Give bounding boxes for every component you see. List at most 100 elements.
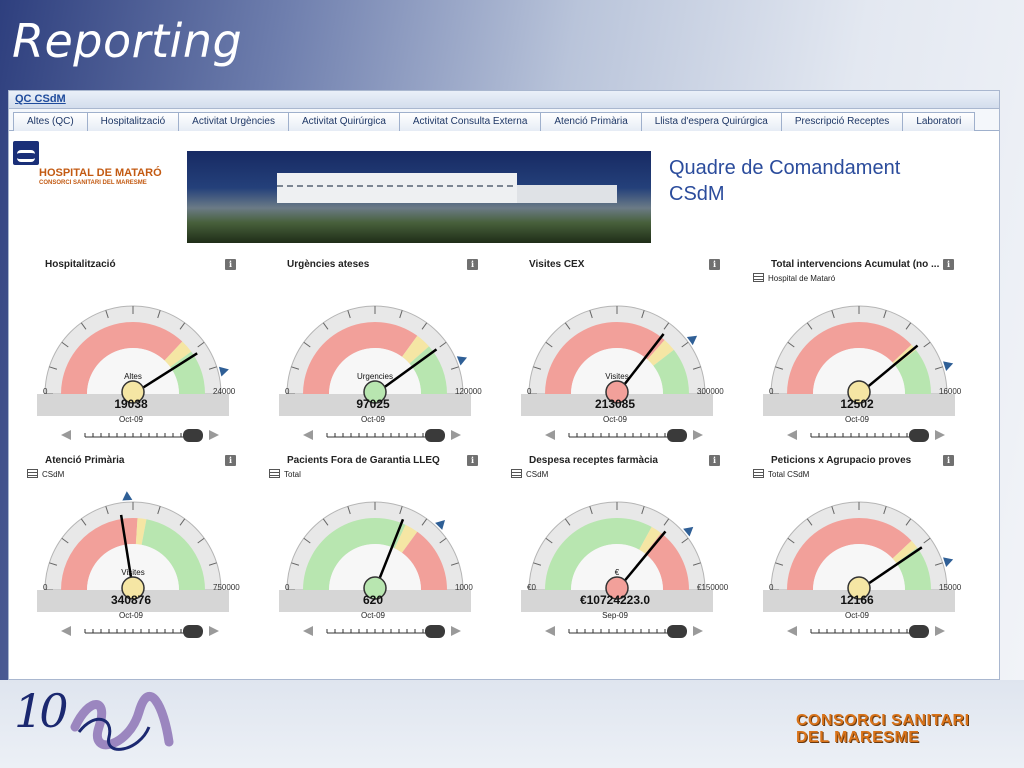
gauge-tick (105, 310, 109, 319)
period-slider[interactable] (301, 427, 471, 443)
info-icon[interactable]: i (943, 259, 954, 270)
gauge-hub (363, 576, 387, 600)
gauge-tick (49, 366, 58, 370)
info-icon[interactable]: i (943, 455, 954, 466)
info-icon[interactable]: i (467, 259, 478, 270)
gauge-filter[interactable]: Total (269, 469, 301, 479)
slider-thumb (909, 625, 929, 638)
info-icon[interactable]: i (225, 455, 236, 466)
list-icon[interactable] (511, 469, 522, 478)
gauge-tick (291, 562, 300, 566)
gauge-title: Total intervencions Acumulat (no ... (771, 259, 940, 270)
gauge-min: 0 (43, 583, 48, 592)
tab-activitat-quirurgica[interactable]: Activitat Quirúrgica (287, 112, 400, 131)
info-icon[interactable]: i (467, 455, 478, 466)
list-icon[interactable] (27, 469, 38, 478)
hospital-building-image (277, 173, 617, 203)
gauge-center (329, 348, 421, 394)
gauge-tick (545, 537, 553, 544)
info-icon[interactable]: i (709, 455, 720, 466)
anniversary-logo-number: 10 (14, 684, 69, 738)
gauge-base (763, 590, 955, 612)
gauge-tick (564, 322, 571, 330)
gauge-title: Urgències ateses (287, 259, 370, 270)
slider-thumb (425, 625, 445, 638)
gauge-filter[interactable]: CSdM (27, 469, 64, 479)
gauge-base (37, 394, 229, 416)
gauge-hub (121, 380, 145, 404)
gauge-panel: Peticions x Agrupacio proves i Total CSdM 0… (735, 455, 975, 645)
gauge-value: 12502 (840, 397, 874, 411)
info-icon[interactable]: i (709, 259, 720, 270)
gauge-zone-green (141, 519, 205, 590)
gauge-tick (105, 506, 109, 515)
gauge-tick (883, 310, 887, 319)
period-slider[interactable] (59, 427, 229, 443)
gauge-tick (589, 310, 593, 319)
gauge-hub (363, 380, 387, 404)
tab-activitat-urgencies[interactable]: Activitat Urgències (178, 112, 289, 131)
tab-atencio-primaria[interactable]: Atenció Primària (540, 112, 642, 131)
gauge-zone-green (895, 349, 931, 394)
gauge-value: 620 (362, 593, 384, 607)
gauge-panel: Despesa receptes farmàcia i CSdM € €0 €150000… (493, 455, 733, 645)
gauge-max: 15000 (939, 583, 962, 592)
tab-laboratori[interactable]: Laboratori (902, 112, 976, 131)
gauge-filter[interactable]: Hospital de Mataró (753, 273, 835, 283)
gauge-base (763, 394, 955, 416)
gauge-filter[interactable]: Total CSdM (753, 469, 809, 479)
tab-hospitalitzacio[interactable]: Hospitalització (86, 112, 180, 131)
gauge-zone-green (303, 518, 406, 590)
gauge-tick (347, 310, 351, 319)
gauge-zone-green (653, 349, 689, 394)
gauge-min: 0 (769, 387, 774, 396)
slider-thumb (909, 429, 929, 442)
tab-activitat-consulta-externa[interactable]: Activitat Consulta Externa (398, 112, 542, 131)
gauge-tick (208, 562, 217, 566)
gauge-tick (681, 341, 689, 348)
gauge-tick (775, 366, 784, 370)
gauge-min: 0 (527, 387, 532, 396)
gauge-filter[interactable]: CSdM (511, 469, 548, 479)
slider-next-icon (693, 626, 703, 636)
tab-llista-espera-quirurgica[interactable]: Llista d'espera Quirúrgica (640, 112, 782, 131)
tab-altes-qc[interactable]: Altes (QC) (13, 112, 88, 131)
info-icon[interactable]: i (225, 259, 236, 270)
footer-brand-line2: DEL MARESME (796, 729, 920, 746)
gauge-tick (589, 506, 593, 515)
gauge-min: 0 (43, 387, 48, 396)
slider-prev-icon (787, 430, 797, 440)
gauge-filter-label: CSdM (42, 470, 65, 479)
period-slider[interactable] (785, 623, 955, 639)
gauge-tick (806, 322, 813, 330)
period-slider[interactable] (785, 427, 955, 443)
period-slider[interactable] (543, 623, 713, 639)
gauge-max: 16000 (939, 387, 962, 396)
period-slider[interactable] (543, 427, 713, 443)
gauge-center-label: € (615, 568, 620, 577)
gauge-panel: Visites CEX i Visites 0 300000 213085 Oct-09 (493, 259, 733, 449)
gauge-dial: Visites (521, 305, 713, 416)
period-slider[interactable] (59, 623, 229, 639)
footer-brand: CONSORCI SANITARI DEL MARESME (796, 712, 970, 746)
gauge-base (521, 394, 713, 416)
gauge-center-label: Visites (121, 568, 144, 577)
hospital-logo-icon (13, 141, 39, 165)
slider-next-icon (209, 430, 219, 440)
gauge-base (37, 590, 229, 612)
gauge-base (521, 590, 713, 612)
slider-prev-icon (545, 430, 555, 440)
gauge-tick (322, 518, 329, 526)
anniversary-logo-script-icon (70, 692, 174, 751)
gauge-tick (533, 366, 542, 370)
gauge-filter-label: Hospital de Mataró (768, 274, 836, 283)
list-icon[interactable] (753, 273, 764, 282)
list-icon[interactable] (269, 469, 280, 478)
list-icon[interactable] (753, 469, 764, 478)
gauge-max: 1000 (455, 583, 473, 592)
gauge-filter-label: Total CSdM (768, 470, 810, 479)
tab-prescripcio-receptes[interactable]: Prescripció Receptes (780, 112, 904, 131)
period-slider[interactable] (301, 623, 471, 639)
gauge-tick (197, 341, 205, 348)
window-title[interactable]: QC CSdM (9, 91, 999, 109)
